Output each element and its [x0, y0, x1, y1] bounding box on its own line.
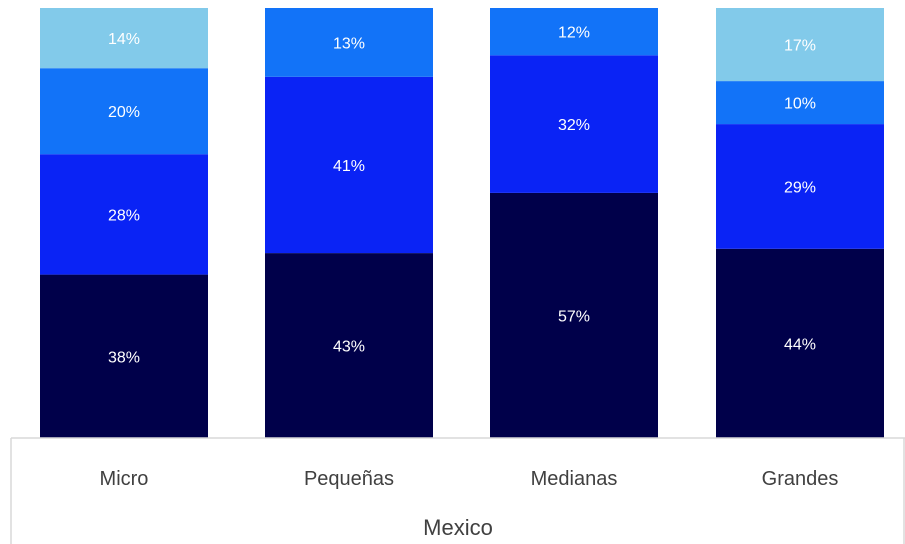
- category-label: Pequeñas: [304, 468, 394, 490]
- category-labels: Micro Pequeñas Medianas Grandes: [100, 468, 839, 490]
- value-label: 57%: [558, 308, 590, 325]
- category-label: Grandes: [762, 468, 839, 490]
- bar-segment-micro-3: [40, 8, 208, 69]
- value-label: 38%: [108, 349, 140, 366]
- bar-segment-medianas-2: [490, 8, 658, 56]
- value-label: 29%: [784, 179, 816, 196]
- bar-segment-grandes-3: [716, 8, 884, 82]
- bar-segment-pequeñas-0: [265, 253, 433, 438]
- bar-segment-pequeñas-2: [265, 8, 433, 77]
- value-label: 10%: [784, 96, 816, 113]
- bar-segment-micro-2: [40, 68, 208, 155]
- bar-segment-micro-0: [40, 274, 208, 438]
- bar-segment-medianas-0: [490, 192, 658, 438]
- value-label: 44%: [784, 336, 816, 353]
- value-label: 17%: [784, 38, 816, 55]
- value-label: 12%: [558, 25, 590, 42]
- bar-area: 38% 28% 20% 14% 43% 41% 13% 57% 32% 12% 44% 29% 10% 1…: [40, 8, 884, 438]
- category-axis: Micro Pequeñas Medianas Grandes Mexico: [10, 437, 905, 544]
- bar-segment-grandes-1: [716, 124, 884, 249]
- bar-segment-pequeñas-1: [265, 76, 433, 254]
- value-label: 41%: [333, 158, 365, 175]
- value-label: 14%: [108, 31, 140, 48]
- value-label: 20%: [108, 104, 140, 121]
- value-label: 32%: [558, 117, 590, 134]
- value-label: 28%: [108, 207, 140, 224]
- group-label: Mexico: [423, 515, 493, 540]
- category-label: Micro: [100, 468, 149, 490]
- value-label: 43%: [333, 339, 365, 356]
- value-label: 13%: [333, 35, 365, 52]
- bar-segment-grandes-0: [716, 248, 884, 438]
- bar-segment-micro-1: [40, 154, 208, 275]
- category-label: Medianas: [531, 468, 618, 490]
- bar-segment-grandes-2: [716, 81, 884, 125]
- bar-segment-medianas-1: [490, 55, 658, 193]
